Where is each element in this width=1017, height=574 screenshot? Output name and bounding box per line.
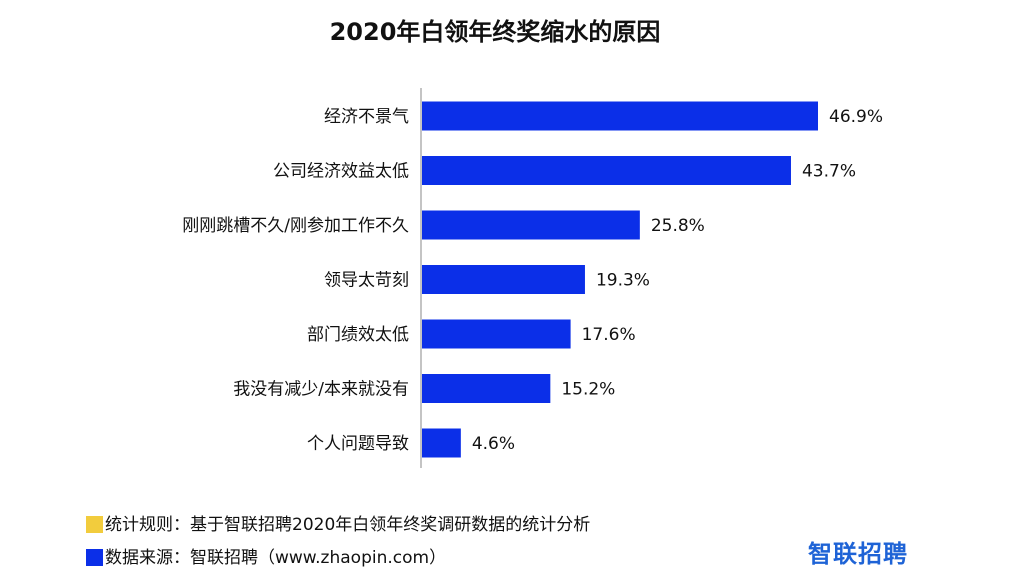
blue-square-icon bbox=[86, 549, 103, 566]
chart-title: 2020年白领年终奖缩水的原因 bbox=[329, 18, 661, 46]
zhaopin-logo: 智联招聘 bbox=[808, 540, 908, 568]
bar bbox=[422, 428, 461, 458]
bar bbox=[422, 210, 640, 240]
bar bbox=[422, 374, 551, 403]
value-label: 46.9% bbox=[829, 107, 883, 127]
category-label: 领导太苛刻 bbox=[324, 271, 409, 291]
note-data-source: 数据来源：智联招聘（www.zhaopin.com） bbox=[86, 543, 446, 568]
category-label: 刚刚跳槽不久/刚参加工作不久 bbox=[182, 216, 409, 236]
category-label: 公司经济效益太低 bbox=[273, 162, 409, 182]
note-statistics-rule: 统计规则：基于智联招聘2020年白领年终奖调研数据的统计分析 bbox=[86, 510, 590, 535]
category-label: 部门绩效太低 bbox=[307, 325, 409, 345]
value-label: 17.6% bbox=[582, 325, 636, 345]
category-label: 个人问题导致 bbox=[307, 434, 409, 454]
bar bbox=[422, 156, 791, 185]
category-label: 经济不景气 bbox=[324, 107, 409, 127]
bars-layer: 经济不景气 46.9% 公司经济效益太低 43.7% 刚刚跳槽不久/刚参加工作不久 25.… bbox=[182, 101, 883, 458]
category-label: 我没有减少/本来就没有 bbox=[233, 380, 409, 400]
bar bbox=[422, 319, 571, 349]
note-rule-text: 统计规则：基于智联招聘2020年白领年终奖调研数据的统计分析 bbox=[105, 515, 591, 535]
value-label: 15.2% bbox=[561, 380, 615, 400]
yellow-square-icon bbox=[86, 516, 103, 533]
value-label: 19.3% bbox=[596, 271, 650, 291]
bar bbox=[422, 101, 818, 131]
value-label: 43.7% bbox=[802, 162, 856, 182]
value-label: 25.8% bbox=[651, 216, 705, 236]
note-source-text: 数据来源：智联招聘（www.zhaopin.com） bbox=[105, 548, 447, 568]
bar bbox=[422, 265, 585, 294]
value-label: 4.6% bbox=[472, 434, 515, 454]
bar-chart: 经济不景气 46.9% 公司经济效益太低 43.7% 刚刚跳槽不久/刚参加工作不久 25.… bbox=[182, 88, 883, 468]
